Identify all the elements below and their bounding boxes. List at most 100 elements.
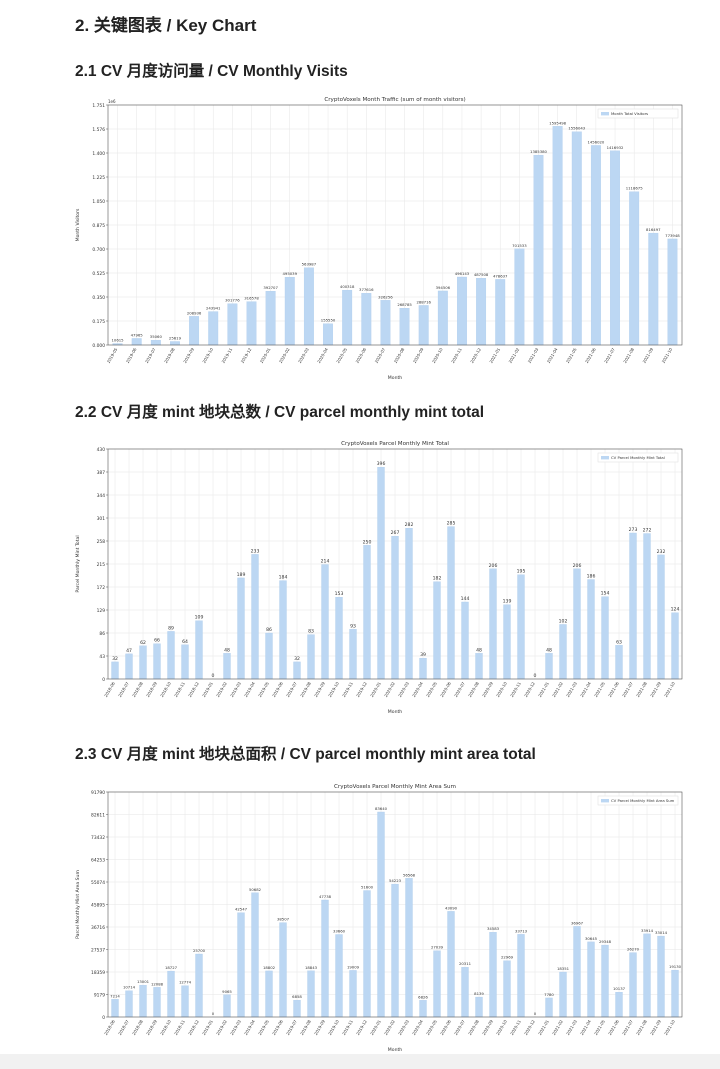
y-tick-label: 1.751	[92, 103, 105, 109]
x-tick-label: 2020-09	[412, 347, 425, 364]
y-tick-label: 0.875	[92, 223, 105, 229]
x-tick-label: 2021-03	[565, 681, 578, 698]
y-tick-label: 43	[99, 654, 105, 660]
x-tick-label: 2019-04	[243, 1019, 256, 1036]
x-tick-label: 2021-04	[579, 1019, 592, 1036]
bar-value-label: 326256	[378, 294, 393, 299]
x-tick-label: 2018-09	[145, 681, 158, 698]
bar-value-label: 83640	[375, 806, 388, 811]
bar	[227, 303, 238, 346]
chart-title: CryptoVoxels Month Traffic (sum of month…	[324, 97, 465, 103]
x-tick-label: 2020-03	[397, 1019, 410, 1036]
bar-value-label: 1118675	[626, 186, 643, 191]
x-tick-label: 2021-02	[551, 1019, 564, 1036]
x-tick-label: 2020-11	[509, 1019, 522, 1036]
bar-value-label: 32	[112, 656, 118, 662]
x-tick-label: 2018-10	[159, 1019, 172, 1036]
x-tick-label: 2020-08	[467, 681, 480, 698]
bar-value-label: 102	[559, 618, 568, 624]
x-tick-label: 2019-04	[243, 681, 256, 698]
bar	[349, 970, 357, 1018]
x-tick-label: 2019-02	[215, 1019, 228, 1036]
x-tick-label: 2018-08	[131, 681, 144, 698]
bar-value-label: 701533	[512, 243, 527, 248]
x-tick-label: 2019-01	[201, 681, 214, 698]
bar-value-label: 396	[377, 461, 386, 467]
bar-value-label: 33713	[515, 928, 528, 933]
x-tick-label: 2021-07	[621, 1019, 634, 1036]
x-tick-label: 2020-06	[354, 347, 367, 364]
x-tick-label: 2020-09	[481, 1019, 494, 1036]
bar-value-label: 288716	[416, 299, 431, 304]
bar	[503, 960, 511, 1018]
x-tick-label: 2020-11	[509, 681, 522, 698]
bar	[643, 533, 651, 680]
y-tick-label: 0	[102, 677, 105, 683]
x-tick-label: 2019-03	[229, 1019, 242, 1036]
plot-frame	[107, 791, 683, 1018]
bar	[251, 892, 259, 1018]
bar	[571, 131, 582, 346]
bar	[545, 653, 553, 680]
x-tick-label: 2020-06	[439, 1019, 452, 1036]
x-tick-label: 2018-11	[173, 1019, 186, 1036]
x-tick-label: 2020-06	[439, 681, 452, 698]
x-tick-label: 2020-07	[453, 681, 466, 698]
x-tick-label: 2018-07	[117, 681, 130, 698]
bar	[405, 528, 413, 680]
bar	[489, 932, 497, 1018]
bar-value-label: 6826	[418, 994, 428, 999]
y-tick-label: 86	[99, 631, 105, 637]
bar-value-label: 195	[517, 569, 526, 575]
x-tick-label: 2019-11	[221, 347, 234, 364]
bar	[657, 554, 665, 680]
x-tick-label: 2020-09	[481, 681, 494, 698]
bar	[587, 579, 595, 680]
bar	[139, 984, 147, 1018]
legend-label: CV Parcel Monthly Mint Area Sum	[611, 798, 675, 803]
y-tick-label: 91790	[91, 790, 105, 796]
bar-value-label: 43090	[445, 905, 458, 910]
bar-value-label: 1556043	[568, 126, 585, 131]
x-tick-label: 2021-08	[635, 1019, 648, 1036]
bar	[279, 922, 287, 1018]
bar-value-label: 267	[391, 530, 400, 536]
bar-value-label: 34583	[487, 926, 500, 931]
legend-label: Month Total Visitors	[611, 111, 648, 116]
x-tick-label: 2019-08	[163, 347, 176, 364]
x-tick-label: 2019-07	[285, 681, 298, 698]
x-tick-label: 2019-07	[144, 347, 157, 364]
bar-value-label: 268785	[397, 302, 412, 307]
x-tick-label: 2020-10	[431, 347, 444, 364]
x-tick-label: 2019-05	[257, 1019, 270, 1036]
subsection-title-visits: 2.1 CV 月度访问量 / CV Monthly Visits	[75, 63, 348, 80]
bar	[246, 301, 257, 346]
bar-value-label: 12774	[179, 980, 192, 985]
y-tick-label: 0.175	[92, 319, 105, 325]
bar-value-label: 0	[534, 1011, 537, 1016]
chart-svg: CryptoVoxels Month Traffic (sum of month…	[75, 97, 683, 381]
bar-value-label: 83	[308, 629, 314, 635]
y-tick-label: 82611	[91, 812, 105, 818]
bar-value-label: 285	[447, 521, 456, 527]
bar	[615, 992, 623, 1018]
x-tick-label: 2021-07	[621, 681, 634, 698]
bar-value-label: 392707	[263, 285, 278, 290]
subsection-title-mint-area: 2.3 CV 月度 mint 地块总面积 / CV parcel monthly…	[75, 746, 536, 763]
x-tick-label: 2021-06	[584, 347, 597, 364]
bar-value-label: 47965	[131, 332, 144, 337]
y-tick-label: 1.576	[92, 127, 105, 133]
y-tick-label: 0.000	[92, 343, 105, 349]
x-tick-label: 2019-08	[299, 1019, 312, 1036]
bar	[629, 952, 637, 1018]
bar-value-label: 13001	[137, 979, 150, 984]
bar-value-label: 153	[335, 591, 344, 597]
x-tick-label: 2020-10	[495, 681, 508, 698]
bar	[559, 624, 567, 680]
x-tick-label: 2018-12	[187, 681, 200, 698]
bar-value-label: 109	[195, 615, 204, 621]
bar-value-label: 10615	[112, 338, 125, 343]
bar-value-label: 93	[350, 623, 356, 629]
x-tick-label: 2020-02	[278, 347, 291, 364]
bar	[111, 999, 119, 1018]
